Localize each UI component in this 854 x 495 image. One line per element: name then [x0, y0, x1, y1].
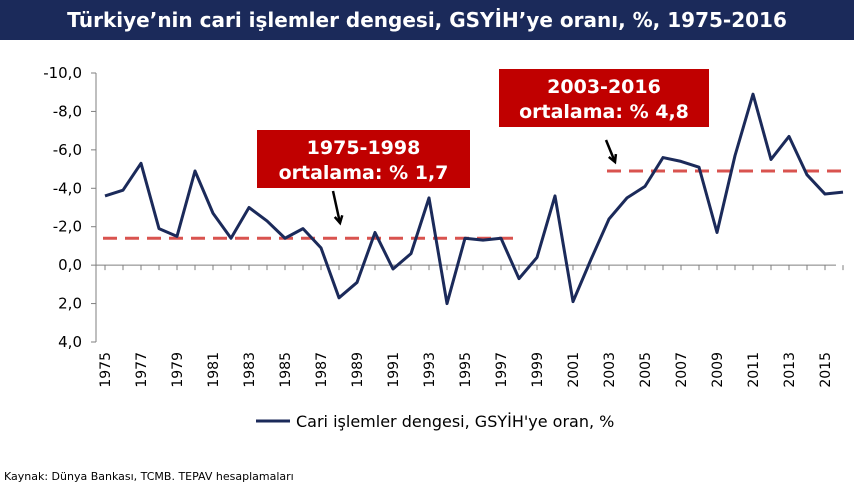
- x-tick-label: 1989: [350, 352, 366, 388]
- arrow-head-icon: [333, 214, 344, 226]
- legend-label: Cari işlemler dengesi, GSYİH'ye oran, %: [296, 412, 614, 431]
- arrow-icon: [604, 139, 617, 163]
- x-tick-label: 2015: [818, 352, 834, 388]
- x-tick-label: 1983: [242, 352, 258, 388]
- x-tick-label: 1995: [458, 352, 474, 388]
- x-tick-label: 1979: [170, 352, 186, 388]
- y-tick-label: -6,0: [53, 141, 82, 159]
- x-tick-label: 1999: [530, 352, 546, 388]
- x-tick-label: 2005: [638, 352, 654, 388]
- average-label-value: ortalama: % 1,7: [279, 162, 449, 184]
- y-tick-label: 4,0: [58, 333, 82, 351]
- x-tick-label: 2007: [674, 352, 690, 388]
- average-label-period: 2003-2016: [547, 76, 661, 98]
- x-tick-label: 1975: [98, 352, 114, 388]
- arrow-icon: [331, 190, 342, 224]
- x-tick-label: 2011: [746, 352, 762, 388]
- y-tick-label: -2,0: [53, 218, 82, 236]
- average-label-box: [257, 130, 470, 188]
- x-tick-label: 2013: [782, 352, 798, 388]
- y-tick-label: -4,0: [53, 179, 82, 197]
- x-tick-label: 1987: [314, 352, 330, 388]
- source-note: Kaynak: Dünya Bankası, TCMB. TEPAV hesap…: [4, 470, 294, 483]
- y-tick-label: 2,0: [58, 295, 82, 313]
- x-tick-label: 1991: [386, 352, 402, 388]
- x-tick-label: 1981: [206, 352, 222, 388]
- x-tick-label: 2001: [566, 352, 582, 388]
- x-tick-label: 1985: [278, 352, 294, 388]
- line-chart: -10,0 -8,0 -6,0 -4,0 -2,0 0,0 2,0 4,0 1975 1977 19…: [43, 64, 845, 431]
- series-line: [104, 92, 844, 306]
- average-label-box: [499, 69, 709, 127]
- x-tick-label: 2003: [602, 352, 618, 388]
- x-tick-label: 2009: [710, 352, 726, 388]
- x-tick-label: 1993: [422, 352, 438, 388]
- arrow-head-icon: [608, 153, 618, 165]
- y-tick-label: -10,0: [43, 64, 82, 82]
- x-tick-label: 1997: [494, 352, 510, 388]
- chart-title: Türkiye’nin cari işlemler dengesi, GSYİH…: [0, 0, 854, 40]
- average-label-period: 1975-1998: [307, 137, 421, 159]
- average-label-value: ortalama: % 4,8: [519, 101, 689, 123]
- y-tick-label: -8,0: [53, 102, 82, 120]
- x-tick-label: 1977: [134, 352, 150, 388]
- y-tick-label: 0,0: [58, 256, 82, 274]
